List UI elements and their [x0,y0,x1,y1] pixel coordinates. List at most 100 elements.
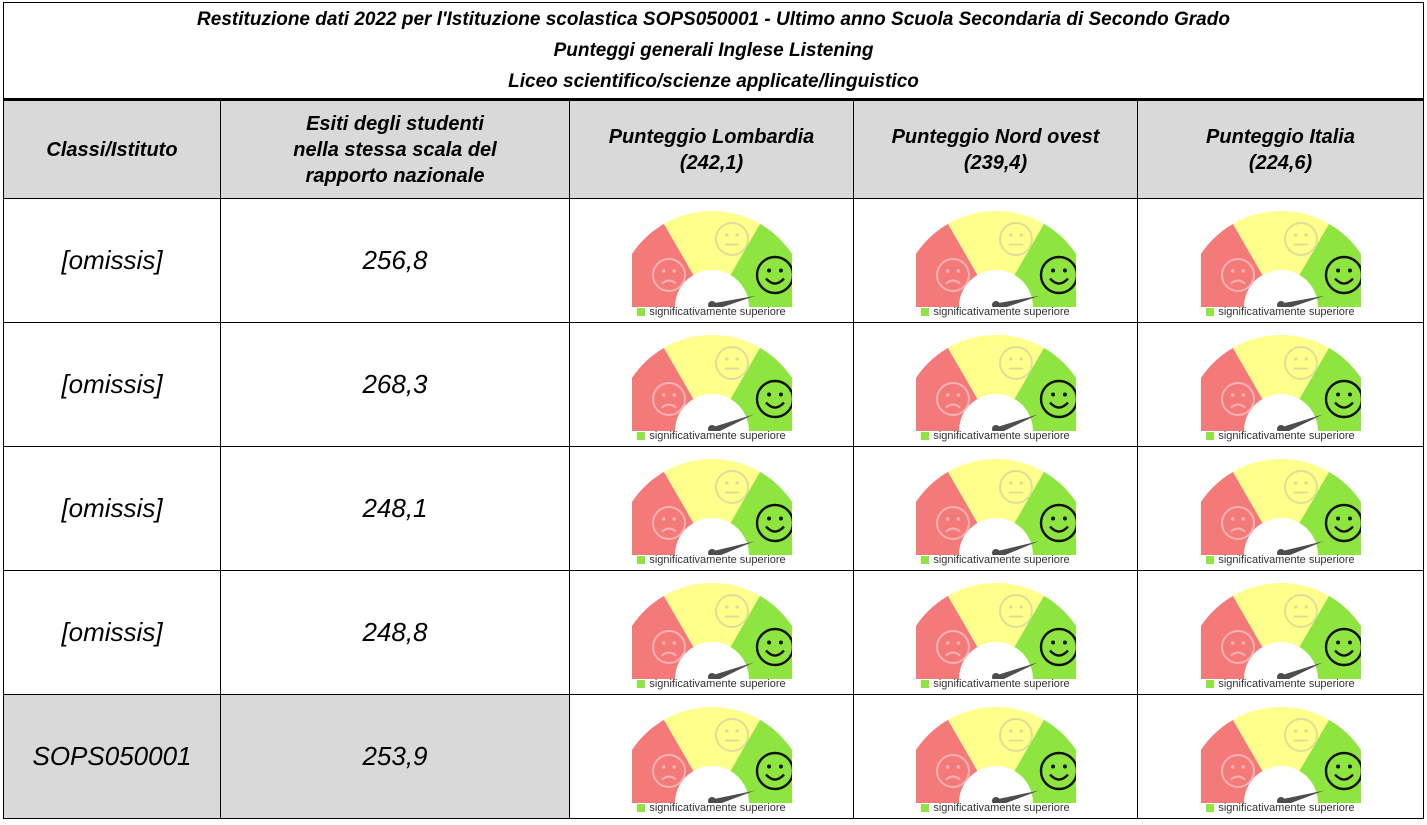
legend-swatch [1206,803,1215,812]
gauge-yellow-zone [663,210,760,275]
legend-swatch [637,307,646,316]
gauge-nord-ovest: significativamente superiore [853,446,1138,571]
student-score: 248,8 [220,570,570,695]
happy-face-icon [1039,503,1076,542]
gauge-yellow-zone [947,706,1044,771]
neutral-face-icon [714,221,749,256]
sad-face-icon [935,381,970,416]
legend-label: significativamente superiore [933,677,1070,690]
legend-label: significativamente superiore [649,801,786,814]
gauge-legend: significativamente superiore [854,429,1137,443]
gauge-red-zone [1200,471,1262,555]
happy-face-icon [1324,751,1361,790]
neutral-face-icon [998,345,1033,380]
gauge-green-zone [1014,223,1076,307]
gauge-italia: significativamente superiore [1136,198,1425,323]
student-score: 248,1 [220,446,570,571]
legend-swatch [637,679,646,688]
header-italia: Punteggio Italia (224,6) [1136,99,1425,199]
gauge-green-zone [730,347,792,431]
gauge-needle [994,413,1038,431]
gauge-legend: significativamente superiore [854,677,1137,691]
gauge-red-zone [1200,595,1262,679]
sad-face-icon [935,505,970,540]
legend-label: significativamente superiore [1218,429,1355,442]
sad-face-icon [935,753,970,788]
sad-face-icon [1220,257,1255,292]
table-row: [omissis] 248,8 significativamente superio… [3,570,1425,695]
legend-label: significativamente superiore [649,677,786,690]
class-name: [omissis] [3,198,221,323]
gauge-green-zone [1299,595,1361,679]
neutral-face-icon [714,593,749,628]
gauge-yellow-zone [663,458,760,523]
sad-face-icon [935,629,970,664]
gauge-lombardia: significativamente superiore [569,446,854,571]
gauge-legend: significativamente superiore [1138,553,1423,567]
neutral-face-icon [1283,717,1318,752]
gauge-yellow-zone [663,706,760,771]
legend-swatch [921,679,930,688]
gauge-italia: significativamente superiore [1136,446,1425,571]
happy-face-icon [1324,255,1361,294]
gauge-italia: significativamente superiore [1136,570,1425,695]
gauge-needle [1279,661,1323,679]
sad-face-icon [1220,381,1255,416]
neutral-face-icon [998,717,1033,752]
gauge-needle [710,661,754,679]
header-esiti: Esiti degli studenti nella stessa scala d… [220,99,570,199]
happy-face-icon [1039,751,1076,790]
gauge-needle [1279,540,1324,555]
gauge-needle [710,295,756,307]
gauge-green-zone [730,471,792,555]
gauge-italia: significativamente superiore [1136,694,1425,819]
student-score: 256,8 [220,198,570,323]
sad-face-icon [651,381,686,416]
legend-swatch [637,803,646,812]
gauge-green-zone [1299,719,1361,803]
legend-label: significativamente superiore [1218,677,1355,690]
gauge-yellow-zone [663,334,760,399]
legend-label: significativamente superiore [1218,305,1355,318]
gauge-lombardia: significativamente superiore [569,198,854,323]
gauge-nord-ovest: significativamente superiore [853,198,1138,323]
gauge-legend: significativamente superiore [570,553,853,567]
gauge-legend: significativamente superiore [570,677,853,691]
gauge-yellow-zone [947,334,1044,399]
sad-face-icon [1220,629,1255,664]
sad-face-icon [651,505,686,540]
class-name: [omissis] [3,570,221,695]
sad-face-icon [1220,505,1255,540]
happy-face-icon [1039,627,1076,666]
gauge-needle [1279,789,1324,803]
legend-label: significativamente superiore [1218,553,1355,566]
happy-face-icon [1324,379,1361,418]
legend-label: significativamente superiore [933,305,1070,318]
legend-swatch [1206,431,1215,440]
header-nord-ovest: Punteggio Nord ovest (239,4) [853,99,1138,199]
gauge-legend: significativamente superiore [570,305,853,319]
gauge-red-zone [1200,223,1262,307]
title-line-1: Restituzione dati 2022 per l'Istituzione… [197,9,1230,30]
gauge-yellow-zone [947,458,1044,523]
report-title: Restituzione dati 2022 per l'Istituzione… [2,2,1425,101]
gauge-green-zone [1014,595,1076,679]
table-body: [omissis] 256,8 significativamente superio… [3,198,1425,819]
gauge-red-zone [631,471,693,555]
gauge-red-zone [915,471,977,555]
gauge-lombardia: significativamente superiore [569,322,854,447]
gauge-red-zone [915,347,977,431]
student-score: 268,3 [220,322,570,447]
gauge-legend: significativamente superiore [570,801,853,815]
sad-face-icon [651,753,686,788]
class-name: [omissis] [3,322,221,447]
neutral-face-icon [998,221,1033,256]
gauge-legend: significativamente superiore [854,801,1137,815]
legend-label: significativamente superiore [649,553,786,566]
gauge-red-zone [1200,719,1262,803]
happy-face-icon [755,627,792,666]
gauge-legend: significativamente superiore [1138,801,1423,815]
legend-label: significativamente superiore [933,429,1070,442]
neutral-face-icon [714,469,749,504]
